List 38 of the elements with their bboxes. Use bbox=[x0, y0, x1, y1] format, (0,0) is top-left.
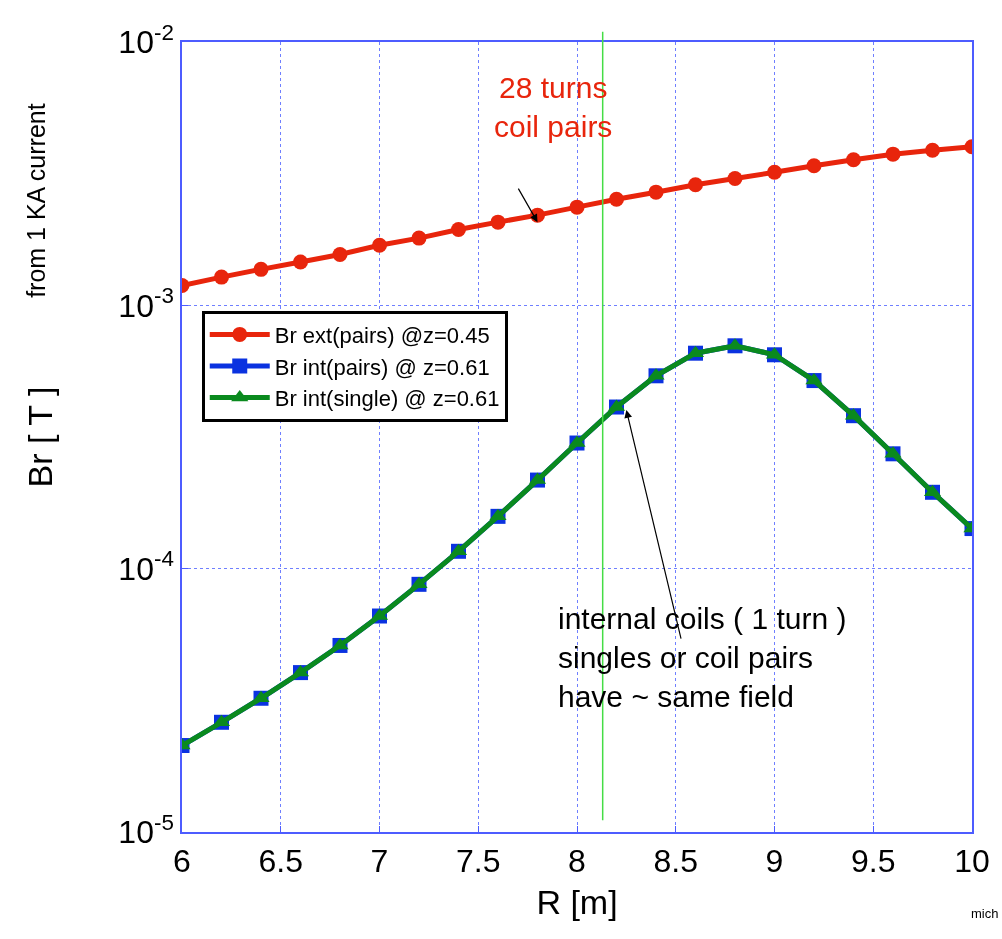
x-tick-label: 8.5 bbox=[653, 843, 698, 880]
legend-label: Br int(single) @ z=0.61 bbox=[274, 386, 500, 412]
y-axis-title: Br [ T ] bbox=[21, 386, 60, 488]
x-axis-title: R [m] bbox=[536, 882, 618, 921]
point bbox=[411, 230, 427, 246]
point bbox=[372, 237, 387, 253]
point bbox=[767, 164, 782, 180]
x-tick-label: 9 bbox=[765, 843, 784, 880]
point bbox=[806, 158, 822, 174]
point bbox=[569, 199, 585, 215]
point bbox=[490, 214, 506, 230]
point bbox=[293, 254, 308, 270]
x-tick-label: 9.5 bbox=[851, 843, 896, 880]
legend-label: Br int(pairs) @ z=0.61 bbox=[274, 354, 490, 380]
y-tick-label: 10$^{-2}$ bbox=[118, 19, 174, 61]
point bbox=[253, 261, 269, 277]
legend-label: Br ext(pairs) @z=0.45 bbox=[274, 322, 490, 348]
point bbox=[885, 146, 901, 162]
point bbox=[688, 177, 703, 193]
text: from 1 KA current bbox=[21, 103, 50, 298]
text: mich bbox=[971, 906, 999, 921]
x-tick-label: 7.5 bbox=[456, 843, 501, 880]
y-tick-label: 10$^{-3}$ bbox=[118, 283, 174, 324]
x-tick-label: 6.5 bbox=[258, 843, 303, 880]
point bbox=[451, 222, 466, 238]
x-tick-label: 6 bbox=[173, 843, 191, 880]
x-tick-label: 7 bbox=[370, 843, 389, 880]
x-tick-label: 10 bbox=[954, 843, 990, 880]
point bbox=[925, 142, 940, 158]
point bbox=[846, 152, 861, 168]
point bbox=[609, 191, 624, 207]
y-tick-label: 10$^{-4}$ bbox=[118, 546, 174, 587]
y-tick-label: 10$^{-5}$ bbox=[118, 809, 174, 851]
point bbox=[648, 184, 664, 200]
point bbox=[727, 171, 743, 187]
point bbox=[332, 246, 348, 262]
x-tick-label: 8 bbox=[568, 843, 586, 880]
point bbox=[214, 269, 229, 285]
